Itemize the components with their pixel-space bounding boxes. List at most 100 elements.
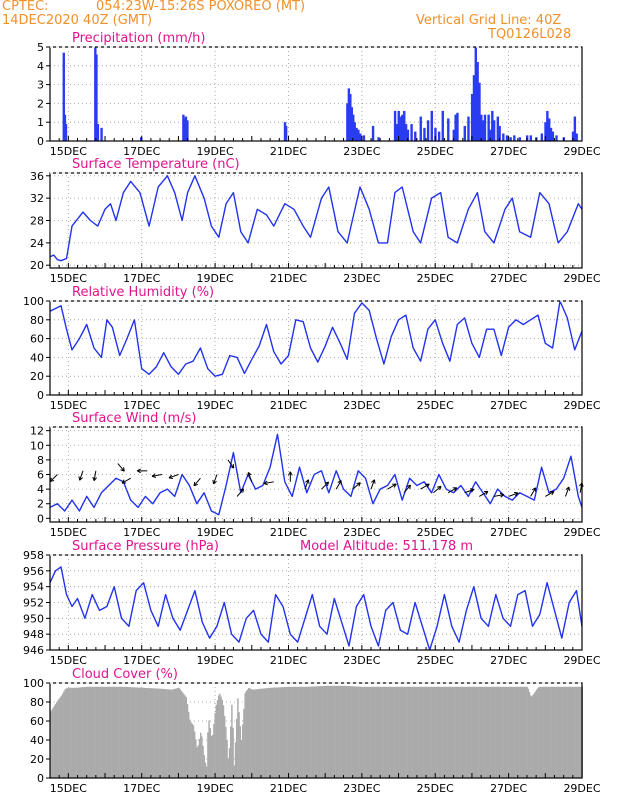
cloud-column — [329, 685, 331, 778]
cloud-column — [275, 687, 277, 778]
precip-bar — [492, 120, 496, 141]
cloud-column — [212, 734, 214, 778]
cloud-column — [83, 687, 85, 778]
cloud-column — [305, 686, 307, 778]
cloud-column — [429, 686, 431, 778]
cloud-column — [210, 735, 213, 778]
cloud-column — [75, 687, 77, 778]
cloud-column — [224, 716, 226, 778]
cloud-column — [322, 685, 324, 778]
cloud-column — [567, 686, 569, 778]
cloud-column — [568, 686, 570, 778]
precip-bar — [399, 116, 402, 141]
cloud-column — [476, 686, 478, 778]
cloud-column — [94, 686, 96, 778]
rh-ytick-label: 40 — [30, 351, 44, 364]
cloud-column — [207, 732, 209, 778]
cloud-column — [122, 686, 124, 778]
cloud-column — [452, 686, 454, 778]
wind-arrow — [321, 481, 329, 490]
cloud-column — [62, 693, 64, 778]
cloud-column — [136, 687, 138, 778]
cloud-column — [480, 686, 483, 778]
precip-bar — [100, 127, 103, 141]
cloud-column — [335, 685, 337, 778]
wind-arrow-head — [437, 485, 442, 488]
wind-arrow — [93, 470, 97, 481]
cloud-column — [160, 688, 162, 778]
cloud-column — [560, 686, 562, 778]
wind-arrow-head — [485, 491, 489, 496]
source-label: CPTEC: — [2, 0, 49, 14]
cloud-column — [279, 687, 281, 778]
wind-ytick-label: 0 — [37, 512, 44, 525]
cloud-column — [242, 724, 244, 778]
cloud-column — [569, 686, 571, 778]
cloud-column — [77, 687, 79, 778]
cloud-column — [201, 736, 203, 778]
cloud-column — [468, 686, 471, 778]
cloud-column — [500, 686, 502, 778]
cloud-column — [76, 687, 78, 778]
cloud-column — [249, 688, 251, 778]
cloud-column — [472, 686, 474, 778]
cloud-column — [126, 686, 129, 778]
temp-xtick-label: 27DEC — [490, 272, 527, 285]
cloud-column — [345, 685, 347, 778]
wind-arrow-head — [151, 473, 156, 477]
cloud-column — [268, 687, 270, 778]
cloud-column — [227, 758, 229, 778]
precip-bar — [518, 137, 522, 141]
wind-arrow — [530, 487, 537, 497]
cloud-column — [87, 686, 89, 778]
cloud-column — [138, 687, 141, 778]
cloud-ytick-label: 100 — [23, 677, 44, 690]
pres-xtick-label: 29DEC — [563, 654, 600, 667]
wind-arrow-head — [531, 487, 536, 491]
precip-bar — [406, 129, 410, 141]
cloud-column — [393, 686, 395, 778]
cloud-column — [340, 685, 342, 778]
wind-arrow-head — [499, 492, 504, 496]
cloud-column — [170, 689, 172, 778]
wind-ytick-label: 12 — [30, 425, 44, 438]
cloud-column — [521, 686, 523, 778]
wind-xtick-label: 17DEC — [123, 526, 160, 539]
cloud-column — [203, 755, 205, 778]
wind-arrow-head — [513, 491, 519, 494]
precip-bar — [62, 52, 65, 141]
cloud-column — [443, 686, 445, 778]
precip-bar — [95, 54, 98, 141]
cloud-column — [144, 687, 147, 778]
cloud-column — [196, 747, 198, 778]
cloud-column — [323, 685, 325, 778]
cloud-column — [327, 685, 329, 778]
cloud-column — [328, 685, 330, 778]
cloud-column — [324, 685, 327, 778]
cloud-column — [164, 689, 166, 778]
cloud-column — [573, 686, 575, 778]
precip-bar — [456, 112, 459, 141]
cloud-column — [284, 687, 286, 778]
wind-arrow-head — [92, 476, 95, 481]
cloud-column — [300, 686, 303, 778]
precip-xtick-label: 25DEC — [417, 145, 454, 158]
wind-title: Surface Wind (m/s) — [72, 411, 196, 426]
cloud-column — [579, 686, 581, 778]
cloud-column — [255, 689, 257, 778]
wind-arrow-head — [426, 483, 430, 488]
cloud-column — [82, 687, 84, 778]
cloud-column — [159, 688, 161, 778]
cloud-column — [392, 686, 394, 778]
precip-bar — [182, 114, 185, 141]
cloud-column — [177, 688, 179, 778]
precip-ytick-label: 5 — [37, 41, 44, 54]
cloud-column — [552, 686, 555, 778]
cloud-column — [230, 726, 232, 778]
precip-bar — [353, 122, 356, 141]
temp-ytick-label: 32 — [30, 192, 44, 205]
precip-bar — [549, 127, 553, 141]
cloud-column — [231, 704, 233, 778]
cloud-column — [423, 686, 425, 778]
cloud-column — [93, 686, 95, 778]
